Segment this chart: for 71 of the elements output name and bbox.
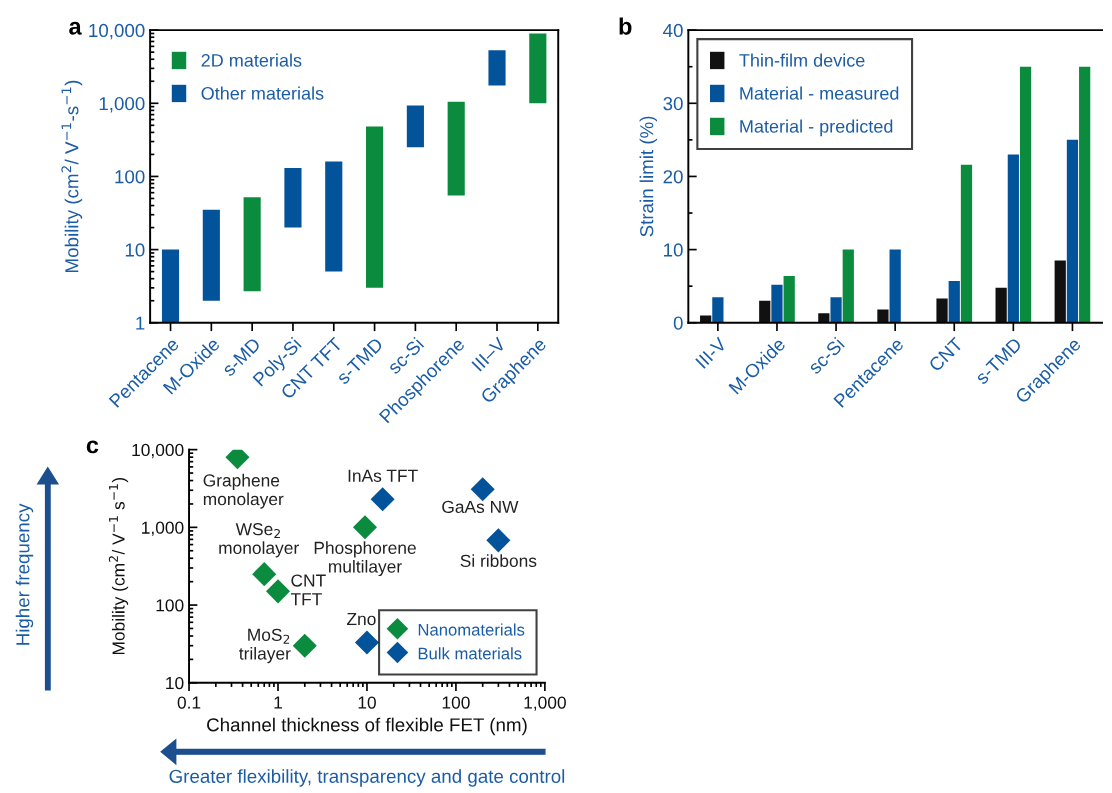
y-tick-label: 40 [663, 23, 683, 38]
y-tick-label: 10 [125, 243, 145, 257]
bar [1019, 66, 1032, 323]
x-tick-label: 1,000 [524, 696, 566, 711]
x-tick-label: 1 [274, 696, 282, 709]
legend-label: Material - measured [740, 86, 899, 100]
y-axis-title: Mobility (cm$^{2}$/ V$^{−1}$ s$^{−1}$) [108, 478, 129, 655]
bar [700, 315, 712, 323]
annotation: WSe$_{2}$ monolayer [219, 523, 299, 558]
y-tick-label: 20 [663, 170, 683, 184]
legend-label: Material - predicted [740, 119, 893, 137]
bar [488, 50, 506, 86]
bar [1066, 139, 1079, 323]
legend-label: Nanomaterials [418, 623, 525, 636]
bar [284, 168, 302, 228]
bar [325, 161, 343, 272]
y-tick-label: 10,000 [89, 23, 145, 40]
legend-label: 2D materials [201, 53, 302, 67]
annotation: InAs TFT [348, 469, 418, 482]
y-tick-label: 1 [136, 316, 145, 330]
annotation: MoS$_{2}$ trilayer [239, 628, 291, 664]
bar [771, 284, 783, 323]
y-tick-label: 100 [115, 170, 145, 184]
y-axis-title: Mobility (cm$^{2}$/ V$^{−1}$-s$^{−1}$) [61, 80, 83, 272]
y-tick-label: 30 [663, 96, 683, 111]
legend-label: Bulk materials [418, 647, 522, 660]
y-tick-label: 0 [673, 316, 683, 330]
y-tick-label: 10,000 [132, 443, 184, 459]
legend-label: Other materials [201, 86, 324, 100]
y-tick-label: 1,000 [142, 521, 184, 536]
bar [406, 105, 424, 148]
bar [447, 101, 465, 196]
y-tick-label: 10 [664, 243, 683, 257]
annotation: GaAs NW [442, 500, 519, 514]
bar [529, 33, 547, 104]
x-tick-label: 100 [442, 696, 470, 709]
y-axis-title: Strain limit (%) [639, 116, 658, 237]
bar [759, 300, 771, 323]
y-tick-label: 1,000 [99, 96, 145, 113]
bar [366, 126, 384, 288]
bar [889, 249, 901, 323]
bar [936, 298, 948, 323]
bar [1054, 260, 1066, 323]
bar [877, 309, 889, 323]
bar [842, 249, 854, 323]
bar [818, 313, 830, 323]
annotation: Graphene monolayer [203, 473, 284, 509]
y-tick-label: 10 [166, 676, 184, 690]
bar [712, 297, 724, 323]
x-axis-title: Channel thickness of flexible FET (nm) [207, 717, 527, 736]
annotation: Si ribbons [460, 554, 537, 567]
y-tick-label: 100 [156, 599, 184, 612]
chart-title: a [69, 21, 82, 35]
bar [202, 209, 220, 301]
text: Higher frequency [15, 503, 34, 645]
bar [783, 275, 795, 323]
text: Greater flexibility, transparency and gate control [169, 769, 565, 787]
x-tick-label: 0.1 [177, 696, 201, 709]
annotation: Zno [347, 613, 376, 626]
bar [995, 287, 1007, 323]
chart-title: b [619, 17, 632, 35]
bar [1079, 66, 1091, 323]
legend-label: Thin-film device [739, 53, 865, 67]
bar [1007, 154, 1019, 323]
bar [830, 297, 842, 323]
bar [243, 197, 261, 292]
bar [948, 281, 960, 323]
x-tick-label: 10 [358, 696, 376, 709]
bar [960, 164, 973, 323]
bar [161, 249, 180, 323]
chart-title: c [86, 440, 99, 454]
